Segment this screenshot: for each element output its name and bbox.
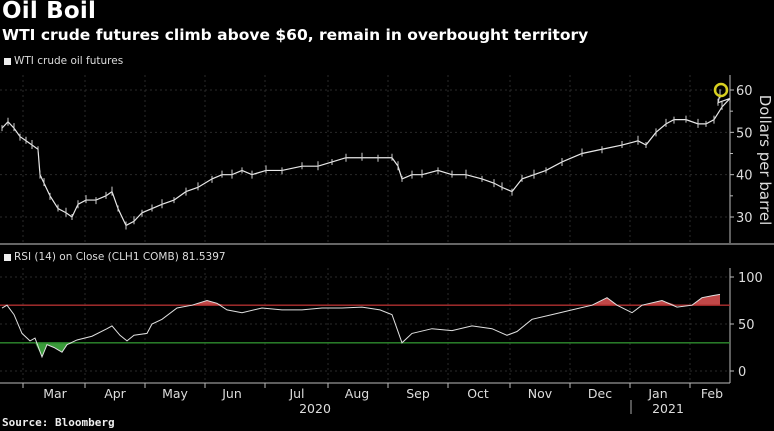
x-month-label: Sep	[406, 386, 430, 401]
rsi-y-tick-label: 0	[738, 365, 746, 380]
latest-price-highlight	[713, 82, 729, 98]
price-legend: WTI crude oil futures	[4, 55, 123, 67]
legend-swatch	[4, 253, 11, 261]
x-month-label: Feb	[701, 386, 723, 401]
x-month-label: Oct	[467, 386, 489, 401]
price-y-tick-label: 60	[736, 84, 753, 99]
x-month-label: Jun	[221, 386, 242, 401]
rsi-line	[1, 293, 721, 359]
x-year-label: 2020	[299, 401, 331, 416]
price-legend-label: WTI crude oil futures	[14, 55, 124, 67]
rsi-legend: RSI (14) on Close (CLH1 COMB) 81.5397	[4, 251, 226, 263]
x-year-label: 2021	[652, 401, 684, 416]
price-y-tick-label: 50	[736, 126, 753, 141]
chart-subtitle: WTI crude futures climb above $60, remai…	[2, 26, 589, 44]
chart-title: Oil Boil	[2, 0, 97, 24]
x-month-label: Mar	[43, 386, 67, 401]
legend-swatch	[4, 57, 11, 65]
rsi-oversold-fill	[2, 342, 720, 357]
price-y-axis-label: Dollars per barrel	[756, 95, 774, 226]
price-y-tick-label: 40	[736, 169, 753, 184]
x-month-label: Jan	[647, 386, 667, 401]
price-y-tick-label: 30	[736, 211, 753, 226]
x-month-label: Jul	[288, 386, 304, 401]
source-note: Source: Bloomberg	[2, 416, 115, 429]
x-month-label: May	[162, 386, 188, 401]
rsi-overbought-fill	[2, 294, 720, 306]
x-month-label: Aug	[345, 386, 369, 401]
price-line	[1, 94, 731, 227]
x-month-label: Nov	[528, 386, 553, 401]
rsi-y-tick-label: 100	[738, 271, 763, 286]
rsi-y-tick-label: 50	[738, 318, 755, 333]
rsi-legend-label: RSI (14) on Close (CLH1 COMB) 81.5397	[14, 251, 226, 263]
x-month-label: Dec	[588, 386, 612, 401]
x-month-label: Apr	[104, 386, 126, 401]
